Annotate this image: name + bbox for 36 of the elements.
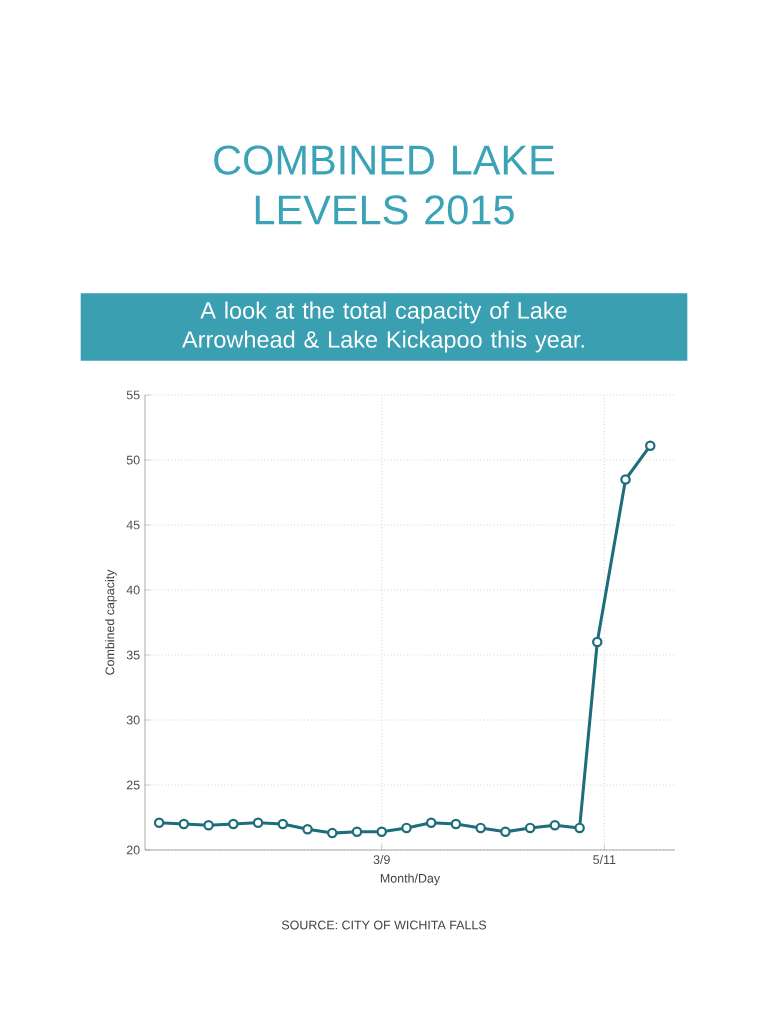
point <box>376 826 387 838</box>
x-axis-title: Month/Day <box>380 873 441 886</box>
y-axis-title: Combined capacity <box>105 569 117 675</box>
x-tick-label: 3/9 <box>373 854 390 865</box>
point <box>450 818 462 830</box>
point <box>252 817 264 828</box>
chart-title: COMBINED LAKE LEVELS 2015 <box>214 145 555 225</box>
y-tick-label: 45 <box>126 520 140 530</box>
point <box>549 820 561 831</box>
point <box>178 818 190 830</box>
point <box>574 822 585 834</box>
point <box>351 826 363 838</box>
y-tick-label: 25 <box>126 780 140 790</box>
x-tick-label: 5/11 <box>593 854 616 865</box>
point <box>302 823 313 835</box>
point <box>401 822 412 834</box>
point <box>327 827 338 839</box>
y-tick-label: 30 <box>126 715 140 725</box>
point <box>500 826 511 838</box>
y-tick-label: 55 <box>126 390 140 400</box>
point <box>228 818 239 830</box>
point <box>620 474 631 485</box>
point <box>592 636 603 648</box>
y-tick-label: 20 <box>126 845 140 855</box>
point <box>277 818 289 830</box>
chart-subtitle: A look at the total capacity of Lake Arrowhead & Lake Kickapoo this year. <box>182 301 584 353</box>
y-tick-label: 35 <box>126 650 140 660</box>
y-tick-label: 50 <box>126 455 140 465</box>
point <box>645 440 656 451</box>
y-tick-label: 40 <box>126 585 140 595</box>
point <box>475 822 486 834</box>
point <box>425 817 437 828</box>
source-note: SOURCE: CITY OF WICHITA FALLS <box>281 920 487 930</box>
point <box>524 822 536 834</box>
point <box>203 820 214 831</box>
point <box>153 817 165 828</box>
